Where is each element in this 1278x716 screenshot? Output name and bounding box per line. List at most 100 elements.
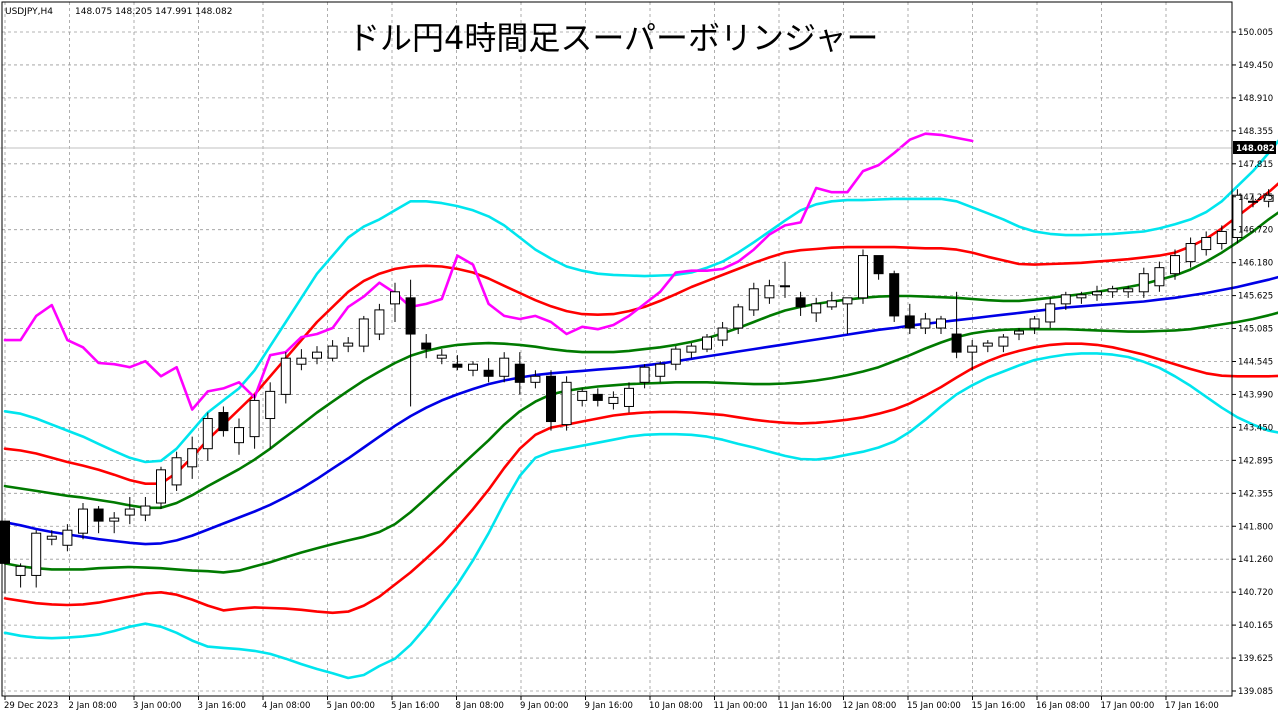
candle-body — [624, 387, 634, 407]
y-tick-label: 142.895 — [1238, 456, 1273, 466]
y-tick-label: 146.720 — [1238, 226, 1273, 236]
x-tick-label: 17 Jan 16:00 — [1165, 701, 1219, 711]
grid-lines — [2, 2, 1232, 696]
candle-body — [31, 532, 42, 576]
candle-body — [202, 418, 213, 450]
y-tick-label: 139.085 — [1238, 687, 1273, 697]
x-tick-label: 15 Jan 16:00 — [972, 701, 1026, 711]
series-line-0 — [3, 139, 1278, 464]
candle-body — [499, 357, 510, 377]
y-tick-label: 145.085 — [1238, 325, 1273, 335]
x-tick-label: 11 Jan 16:00 — [778, 701, 832, 711]
candle-body — [358, 318, 369, 347]
candle-body — [1123, 288, 1134, 293]
x-tick-label: 10 Jan 08:00 — [649, 701, 703, 711]
chart-title: ドル円4時間足スーパーボリンジャー — [348, 19, 878, 57]
candle-body — [842, 297, 853, 305]
x-tick-label: 5 Jan 16:00 — [391, 701, 439, 711]
series-line-3 — [3, 275, 1278, 546]
candle-body — [951, 333, 962, 353]
candle-body — [655, 363, 666, 377]
x-tick-label: 11 Jan 00:00 — [714, 701, 768, 711]
series-line-2 — [3, 211, 1278, 510]
candle-body — [577, 390, 588, 401]
candle-body — [405, 297, 416, 335]
y-tick-label: 142.355 — [1238, 489, 1273, 499]
y-tick-label: 141.800 — [1238, 522, 1273, 532]
ohlc-info: 148.075 148.205 147.991 148.082 — [75, 7, 232, 17]
y-tick-label: 140.720 — [1238, 588, 1273, 598]
candle-body — [1060, 294, 1071, 305]
candle-body — [280, 357, 291, 395]
candle-body — [436, 354, 447, 359]
candle-body — [234, 427, 244, 444]
y-tick-label: 149.450 — [1238, 61, 1273, 71]
candle-body — [873, 255, 884, 275]
bollinger-bands — [3, 132, 1278, 680]
x-tick-label: 9 Jan 16:00 — [585, 701, 633, 711]
candle-body — [187, 448, 198, 468]
x-tick-label: 3 Jan 16:00 — [198, 701, 246, 711]
y-tick-label: 145.625 — [1238, 292, 1273, 302]
price-axis: 150.005 149.450 148.910 148.355 147.815 147.2… — [1232, 28, 1273, 697]
candle-body — [46, 535, 57, 540]
candle-body — [608, 396, 619, 404]
x-tick-label: 16 Jan 08:00 — [1036, 701, 1090, 711]
y-tick-label: 143.450 — [1238, 423, 1273, 433]
candle-body — [686, 345, 697, 353]
x-tick-label: 9 Jan 00:00 — [520, 701, 568, 711]
candle-body — [1014, 330, 1024, 335]
series-line-6 — [3, 352, 1278, 680]
candle-body — [1076, 294, 1087, 299]
candle-body — [171, 457, 182, 486]
candle-body — [1092, 291, 1102, 296]
candle-body — [62, 529, 73, 546]
y-tick-label: 140.165 — [1238, 621, 1273, 631]
candle-body — [312, 351, 322, 359]
x-tick-label: 4 Jan 08:00 — [262, 701, 310, 711]
series-line-1 — [3, 182, 1278, 486]
series-line-4 — [3, 311, 1278, 574]
candle-body — [748, 288, 759, 311]
candle-body — [1154, 267, 1165, 287]
current-price-box — [1233, 141, 1276, 154]
x-tick-label: 29 Dec 2023 — [4, 701, 58, 711]
candle-body — [421, 342, 432, 350]
candle-body — [1029, 318, 1040, 329]
candle-body — [140, 505, 151, 516]
x-tick-label: 12 Jan 08:00 — [843, 701, 897, 711]
candle-body — [982, 342, 993, 347]
symbol-info: USDJPY,H4 — [5, 7, 53, 17]
candle-body — [265, 390, 276, 420]
candle-body — [1248, 200, 1258, 203]
candle-body — [468, 363, 478, 371]
candle-body — [374, 309, 385, 335]
x-tick-label: 8 Jan 08:00 — [456, 701, 504, 711]
candle-body — [156, 469, 166, 504]
candle-body — [889, 273, 900, 317]
candle-body — [78, 508, 88, 534]
candle-body — [811, 303, 822, 314]
y-tick-label: 144.545 — [1238, 358, 1273, 368]
candle-body — [1045, 303, 1056, 323]
candle-body — [1216, 230, 1227, 245]
candle-body — [592, 393, 603, 401]
candle-body — [296, 357, 307, 365]
candle-body — [249, 399, 260, 438]
candle-body — [546, 375, 556, 423]
candle-body — [93, 508, 104, 522]
candle-body — [670, 348, 681, 365]
series-line-5 — [3, 342, 1278, 615]
candle-body — [561, 381, 572, 426]
candle-body — [826, 300, 837, 308]
candle-body — [1138, 273, 1149, 293]
candle-body — [1185, 243, 1196, 263]
candle-body — [218, 411, 229, 432]
y-tick-label: 141.260 — [1238, 555, 1273, 565]
candle-body — [1107, 288, 1118, 293]
x-tick-label: 3 Jan 00:00 — [133, 701, 181, 711]
candle-body — [904, 315, 915, 329]
x-tick-label: 15 Jan 00:00 — [907, 701, 961, 711]
candle-body — [967, 345, 978, 353]
candle-body — [390, 291, 400, 305]
